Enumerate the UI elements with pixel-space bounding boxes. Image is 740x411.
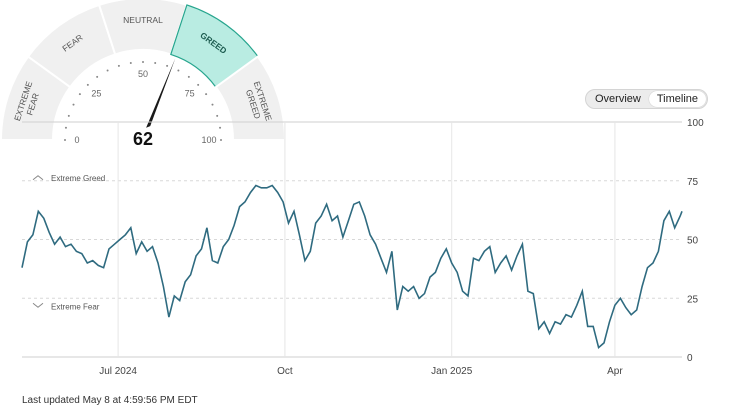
- gauge-tick-dot: [166, 64, 169, 67]
- y-tick-label: 50: [687, 236, 699, 247]
- gauge-tick-dot: [219, 126, 222, 129]
- gauge-segment-label: NEUTRAL: [123, 15, 163, 25]
- gauge-tick-dot: [72, 103, 75, 106]
- timeline-toggle-button[interactable]: Timeline: [648, 91, 707, 107]
- gauge-value: 62: [133, 129, 153, 149]
- gauge-tick-dot: [64, 126, 67, 129]
- x-tick-label: Jan 2025: [431, 366, 473, 377]
- x-tick-label: Jul 2024: [99, 366, 137, 377]
- y-tick-label: 75: [687, 177, 699, 188]
- view-toggle: Overview Timeline: [585, 89, 709, 109]
- x-tick-label: Oct: [277, 366, 293, 377]
- overview-toggle-button[interactable]: Overview: [587, 91, 649, 107]
- gauge-tick-dot: [216, 114, 219, 117]
- gauge-segment-extreme-greed: [214, 55, 286, 141]
- chevron-up-icon: [32, 175, 44, 181]
- x-tick-label: Apr: [607, 366, 623, 377]
- gauge-tick-dot: [64, 139, 66, 141]
- gauge-scale-label: 25: [91, 88, 101, 98]
- gauge-tick-dot: [211, 103, 214, 106]
- gauge-tick-dot: [86, 83, 89, 86]
- band-label: Extreme Fear: [51, 302, 100, 311]
- gauge-tick-dot: [129, 61, 132, 64]
- gauge-tick-dot: [220, 139, 222, 141]
- gauge-scale-label: 75: [185, 88, 195, 98]
- fear-greed-gauge: EXTREMEFEARFEARNEUTRALGREEDEXTREMEGREED …: [0, 0, 286, 149]
- gauge-tick-dot: [142, 61, 144, 63]
- chevron-down-icon: [32, 302, 44, 308]
- gauge-tick-dot: [67, 114, 70, 117]
- gauge-needle: [146, 58, 176, 128]
- gauge-tick-dot: [187, 75, 190, 78]
- gauge-scale-label: 100: [201, 135, 216, 145]
- y-tick-label: 100: [687, 118, 704, 129]
- gauge-tick-dot: [154, 61, 157, 64]
- gauge-tick-dot: [205, 93, 208, 96]
- y-tick-label: 0: [687, 353, 693, 364]
- y-tick-label: 25: [687, 294, 699, 305]
- gauge-tick-dot: [197, 83, 200, 86]
- gauge-tick-dot: [96, 75, 99, 78]
- gauge-tick-dot: [117, 64, 120, 67]
- gauge-tick-dot: [106, 69, 109, 72]
- gauge-tick-dot: [78, 93, 81, 96]
- gauge-scale-label: 50: [138, 69, 148, 79]
- gauge-scale-label: 0: [74, 135, 79, 145]
- gauge-tick-dot: [177, 69, 180, 72]
- band-label: Extreme Greed: [51, 174, 105, 183]
- fear-greed-line: [21, 184, 683, 350]
- last-updated-text: Last updated May 8 at 4:59:56 PM EDT: [22, 395, 198, 406]
